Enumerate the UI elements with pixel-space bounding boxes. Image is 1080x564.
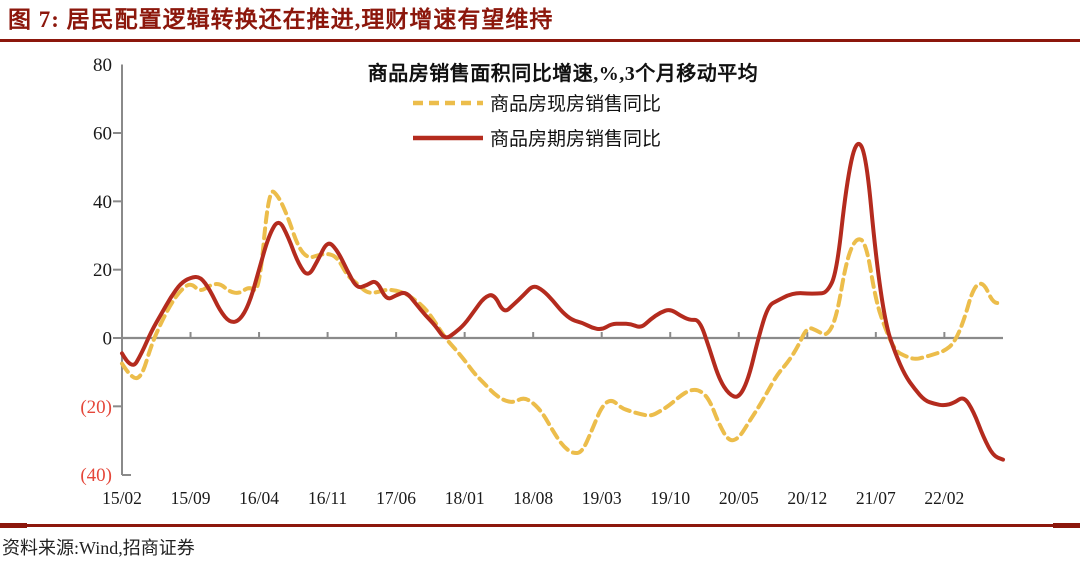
x-tick-label: 15/02 [102,488,142,508]
y-tick-label: 80 [93,55,112,76]
x-tick-label: 16/11 [308,488,347,508]
legend-label-existing-homes: 商品房现房销售同比 [490,93,661,115]
x-tick-label: 16/04 [239,488,279,508]
y-tick-label: 60 [93,124,112,145]
x-tick-label: 19/10 [650,488,690,508]
x-tick-label: 22/02 [924,488,964,508]
x-tick-label: 17/06 [376,488,416,508]
x-tick-label: 18/08 [513,488,553,508]
chart-title: 商品房销售面积同比增速,%,3个月移动平均 [368,61,759,85]
x-tick-label: 20/12 [787,488,827,508]
x-tick-label: 20/05 [719,488,759,508]
y-tick-label: 0 [103,329,113,350]
series-line-existing-home-sales-yoy [120,189,1005,456]
x-tick-label: 19/03 [582,488,622,508]
data-source-text: 资料来源:Wind,招商证券 [2,538,195,558]
y-tick-label: (20) [80,397,112,418]
y-tick-label: 40 [93,192,112,213]
footer-divider-rule [0,523,1080,528]
figure-header: 图 7: 居民配置逻辑转换还在推进,理财增速有望维持 [0,0,1080,42]
x-tick-label: 15/09 [171,488,211,508]
line-chart-canvas: 商品房销售面积同比增速,%,3个月移动平均 商品房现房销售同比 商品房期房销售同… [80,55,1005,508]
chart-region: 商品房销售面积同比增速,%,3个月移动平均 商品房现房销售同比 商品房期房销售同… [0,51,1080,521]
figure-footer: 资料来源:Wind,招商证券 [0,523,1080,560]
figure-title: 图 7: 居民配置逻辑转换还在推进,理财增速有望维持 [8,7,554,32]
chart-legend: 商品房现房销售同比 商品房期房销售同比 [413,93,661,150]
x-tick-label: 18/01 [445,488,485,508]
y-tick-label: (40) [80,465,112,486]
header-divider-rule [0,39,1080,42]
y-tick-label: 20 [93,260,112,281]
x-tick-label: 21/07 [856,488,896,508]
series-line-presale-home-sales-yoy [120,141,1005,462]
legend-label-presale-homes: 商品房期房销售同比 [490,128,661,150]
